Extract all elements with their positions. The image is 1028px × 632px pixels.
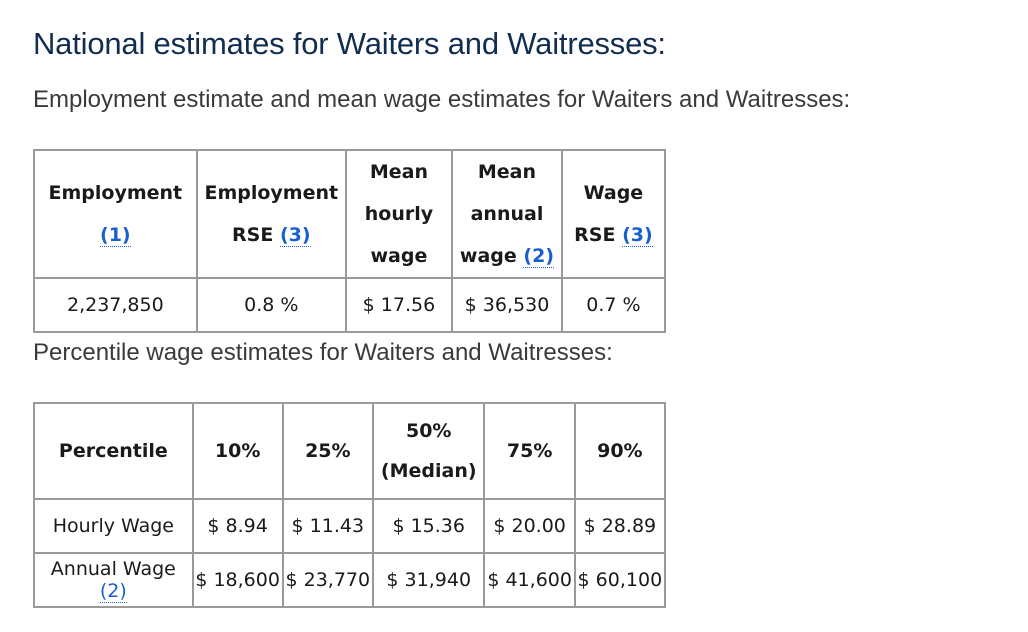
footnote-link-2[interactable]: (2) xyxy=(523,245,555,268)
header-mean-annual-wage: Mean annual wage (2) xyxy=(451,149,563,279)
footnote-link-3[interactable]: (3) xyxy=(622,224,653,247)
cell-annual-25: $ 23,770 xyxy=(281,552,375,608)
footnote-link-3[interactable]: (3) xyxy=(279,224,311,247)
cell-annual-50: $ 31,940 xyxy=(372,552,486,608)
cell-annual-90: $ 60,100 xyxy=(573,552,666,608)
header-median: 50% (Median) xyxy=(372,402,486,500)
header-75th: 75% xyxy=(483,402,576,500)
cell-hourly-25: $ 11.43 xyxy=(281,498,375,554)
page-content: National estimates for Waiters and Waitr… xyxy=(33,24,850,608)
cell-hourly-75: $ 20.00 xyxy=(483,498,576,554)
header-percentile: Percentile xyxy=(33,402,194,500)
row-label-hourly-wage: Hourly Wage xyxy=(33,498,194,554)
cell-mean-hourly-wage: $ 17.56 xyxy=(344,277,454,333)
footnote-link-2[interactable]: (2) xyxy=(99,580,127,603)
cell-annual-75: $ 41,600 xyxy=(483,552,576,608)
header-90th: 90% xyxy=(573,402,666,500)
header-employment: Employment (1) xyxy=(33,149,198,279)
header-mean-hourly-wage: Mean hourly wage xyxy=(344,149,454,279)
cell-wage-rse: 0.7 % xyxy=(560,277,666,333)
employment-section-title: Employment estimate and mean wage estima… xyxy=(33,86,851,113)
table-row: 2,237,850 0.8 % $ 17.56 $ 36,530 0.7 % xyxy=(33,277,666,333)
table-row: Annual Wage (2) $ 18,600 $ 23,770 $ 31,9… xyxy=(33,552,666,608)
header-employment-rse: Employment RSE (3) xyxy=(195,149,347,279)
table-row: Hourly Wage $ 8.94 $ 11.43 $ 15.36 $ 20.… xyxy=(33,498,666,554)
row-label-annual-wage: Annual Wage (2) xyxy=(33,552,194,608)
employment-wage-table: Employment (1) Employment RSE (3) Mean h… xyxy=(33,149,666,333)
cell-hourly-90: $ 28.89 xyxy=(573,498,666,554)
header-wage-rse: Wage RSE (3) xyxy=(560,149,666,279)
cell-annual-10: $ 18,600 xyxy=(191,552,284,608)
cell-employment-rse: 0.8 % xyxy=(195,277,347,333)
cell-hourly-50: $ 15.36 xyxy=(372,498,486,554)
footnote-link-1[interactable]: (1) xyxy=(100,224,131,247)
table-header-row: Percentile 10% 25% 50% (Median) 75% 90% xyxy=(33,402,666,500)
cell-employment: 2,237,850 xyxy=(33,277,198,333)
table-header-row: Employment (1) Employment RSE (3) Mean h… xyxy=(33,149,666,279)
header-10th: 10% xyxy=(191,402,284,500)
header-25th: 25% xyxy=(281,402,375,500)
page-title: National estimates for Waiters and Waitr… xyxy=(33,26,666,61)
percentile-section-title: Percentile wage estimates for Waiters an… xyxy=(33,339,613,366)
percentile-wage-table: Percentile 10% 25% 50% (Median) 75% 90% … xyxy=(33,402,666,608)
cell-hourly-10: $ 8.94 xyxy=(191,498,284,554)
cell-mean-annual-wage: $ 36,530 xyxy=(451,277,563,333)
